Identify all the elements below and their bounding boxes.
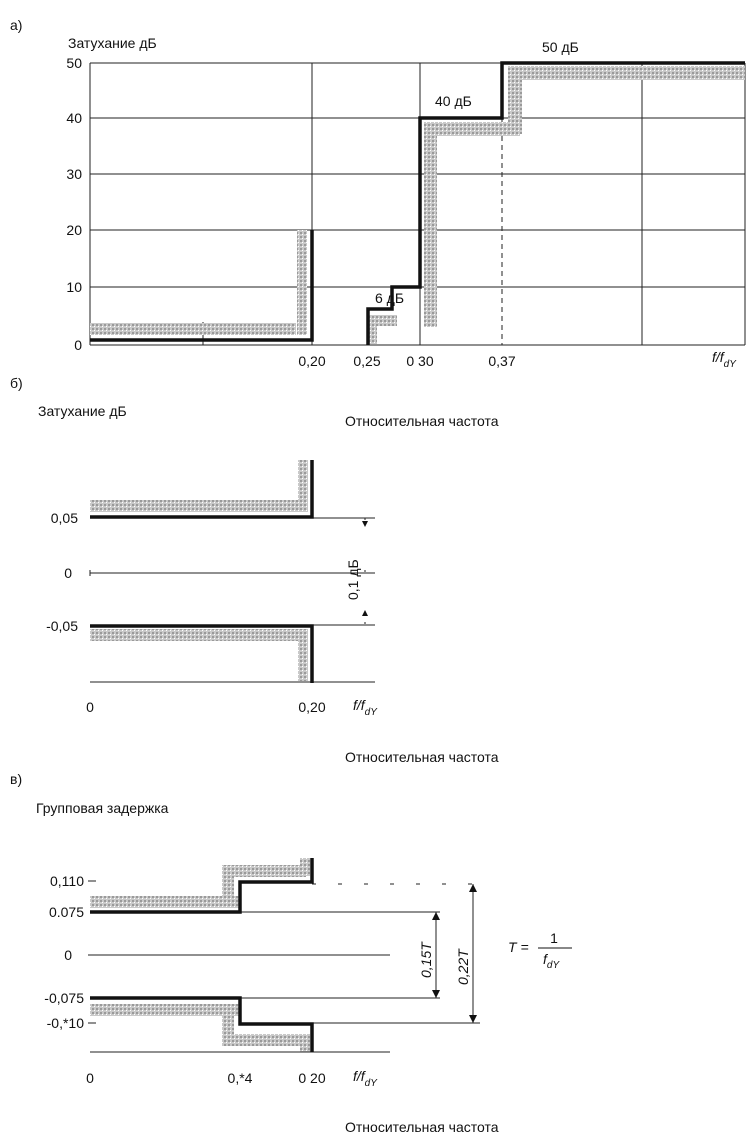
panel-a-mask-passband (90, 230, 314, 342)
panel-a-mask (90, 61, 745, 345)
panel-c-mask (90, 858, 314, 1052)
panel-b-mask-lower (90, 624, 314, 683)
panel-a-tolerance-40db (424, 122, 520, 136)
panel-c-ytick-m0110: -0,*10 (47, 1015, 85, 1031)
panel-c-tolerance-lower-2 (222, 1034, 306, 1046)
panel-b-dimension (362, 521, 368, 616)
panel-a-tolerance-50db (508, 66, 745, 80)
panel-a-mask-stopband (366, 61, 745, 345)
panel-b-annotation-01db: 0,1 дБ (345, 559, 361, 600)
panel-c-yticks: 0,110 0.075 0 -0,075 -0,*10 (44, 873, 84, 1031)
panel-a-tolerance-6db-edge (369, 322, 377, 344)
panel-b-dim-arrow-top (362, 521, 368, 527)
panel-c-tolerance-lower-step (222, 1004, 234, 1042)
panel-c-tolerance-upper-step (222, 870, 234, 908)
panel-b-xticks: 0 0,20 f/fdY (86, 697, 378, 718)
panel-a-annotation-50db: 50 дБ (542, 39, 579, 55)
panel-b-yticks: 0,05 0 -0,05 (46, 510, 78, 634)
panel-c-annotation-015T: 0,15T (418, 941, 434, 978)
panel-c-tolerance-upper-1 (90, 896, 240, 908)
panel-b-ytick-neg: -0,05 (46, 618, 78, 634)
panel-a-annotation-40db: 40 дБ (435, 93, 472, 109)
panel-a-xtick-025: 0,25 (353, 353, 380, 369)
panel-c-label: в) (10, 771, 22, 787)
panel-a-xtick-037: 0,37 (488, 353, 515, 369)
panel-b-mask (90, 460, 314, 683)
panel-a-ytick-50: 50 (66, 55, 82, 71)
panel-c-tolerance-upper-rise (300, 858, 310, 876)
panel-b-xtick-020: 0,20 (298, 699, 325, 715)
formula-numerator: 1 (550, 930, 558, 946)
panel-a-xaxis-symbol: f/fdY (712, 349, 737, 370)
panel-c-xlabel: Относительная частота (345, 1119, 499, 1135)
panel-c-xtick-020: 0 20 (298, 1070, 325, 1086)
panel-a-tolerance-6db (367, 315, 397, 326)
panel-c-tolerance-lower-1 (90, 1004, 240, 1016)
panel-a-tolerance-low (90, 323, 296, 335)
panel-c-mask-upper (90, 858, 314, 914)
panel-a-label: а) (10, 17, 22, 33)
formula-lhs: T = (508, 939, 529, 955)
panel-c-xticks: 0 0,*4 0 20 f/fdY (86, 1068, 378, 1089)
panel-a-ytick-10: 10 (66, 279, 82, 295)
panel-b-tolerance-lower (90, 629, 300, 641)
panel-b: б) Затухание дБ 0,05 0 -0,05 (10, 375, 499, 765)
panel-c-mask-lower (90, 996, 314, 1052)
panel-a-xticks: 0,20 0,25 0 30 0,37 f/fdY (298, 349, 737, 370)
panel-a-ytick-30: 30 (66, 166, 82, 182)
panel-c-ytick-0: 0 (64, 947, 72, 963)
panel-b-tolerance-bands (90, 460, 308, 681)
panel-c-arrow-015T-bottom (432, 990, 440, 998)
panel-c-ytick-m0075: -0,075 (44, 990, 84, 1006)
panel-b-xtick-0: 0 (86, 699, 94, 715)
panel-b-mask-upper (90, 460, 314, 519)
panel-a-xtick-020: 0,20 (298, 353, 325, 369)
panel-a-xlabel: Относительная частота (345, 413, 499, 429)
panel-a: а) Затухание дБ (10, 17, 746, 429)
panel-a-tolerance-step-50 (508, 66, 522, 134)
panel-b-ytick-pos: 0,05 (51, 510, 78, 526)
panel-c-ytick-0110: 0,110 (50, 873, 84, 889)
panel-b-ytick-zero: 0 (64, 565, 72, 581)
panel-a-yticks: 0 10 20 30 40 50 (66, 55, 82, 353)
panel-c-tolerance-upper-2 (222, 865, 306, 877)
panel-a-xtick-030: 0 30 (406, 353, 433, 369)
panel-c-formula: T = 1 fdY (508, 930, 572, 971)
panel-c-tolerance-bands (90, 858, 310, 1052)
panel-c-xaxis-symbol: f/fdY (353, 1068, 378, 1089)
panel-c-annotation-022T: 0,22T (455, 948, 471, 985)
panel-c-xtick-014: 0,*4 (228, 1070, 253, 1086)
panel-b-lines (89, 517, 375, 683)
panel-b-ylabel: Затухание дБ (38, 403, 127, 419)
panel-b-tolerance-upper (90, 500, 300, 512)
panel-c-xtick-0: 0 (86, 1070, 94, 1086)
panel-a-annotation-6db: 6 дБ (375, 290, 404, 306)
panel-c-tolerance-lower-drop (300, 1034, 310, 1052)
panel-c-ylabel: Групповая задержка (36, 800, 169, 816)
panel-a-ytick-20: 20 (66, 222, 82, 238)
panel-c-arrow-022T-top (469, 884, 477, 892)
panel-a-ytick-40: 40 (66, 110, 82, 126)
panel-c-arrow-022T-bottom (469, 1015, 477, 1023)
panel-b-dim-arrow-bottom (362, 610, 368, 616)
panel-b-label: б) (10, 375, 23, 391)
panel-a-grid (89, 62, 746, 346)
panel-c-arrow-015T-top (432, 912, 440, 920)
panel-b-tolerance-lower-drop (298, 629, 308, 681)
panel-c-ytick-0075: 0.075 (49, 904, 84, 920)
panel-a-tolerance-30 (424, 122, 437, 327)
panel-a-ytick-0: 0 (74, 337, 82, 353)
panel-b-tolerance-upper-rise (298, 460, 308, 512)
panel-a-tolerance-rise (297, 230, 307, 335)
panel-c-dim-arrows (432, 884, 477, 1023)
panel-c-lines (88, 880, 480, 1053)
panel-a-ylabel: Затухание дБ (68, 35, 157, 51)
panel-c: в) Групповая задержка (10, 771, 572, 1135)
panel-b-xaxis-symbol: f/fdY (353, 697, 378, 718)
panel-a-tolerance-bands (90, 66, 745, 344)
panel-b-xlabel: Относительная частота (345, 749, 499, 765)
formula-denominator: fdY (543, 951, 560, 971)
